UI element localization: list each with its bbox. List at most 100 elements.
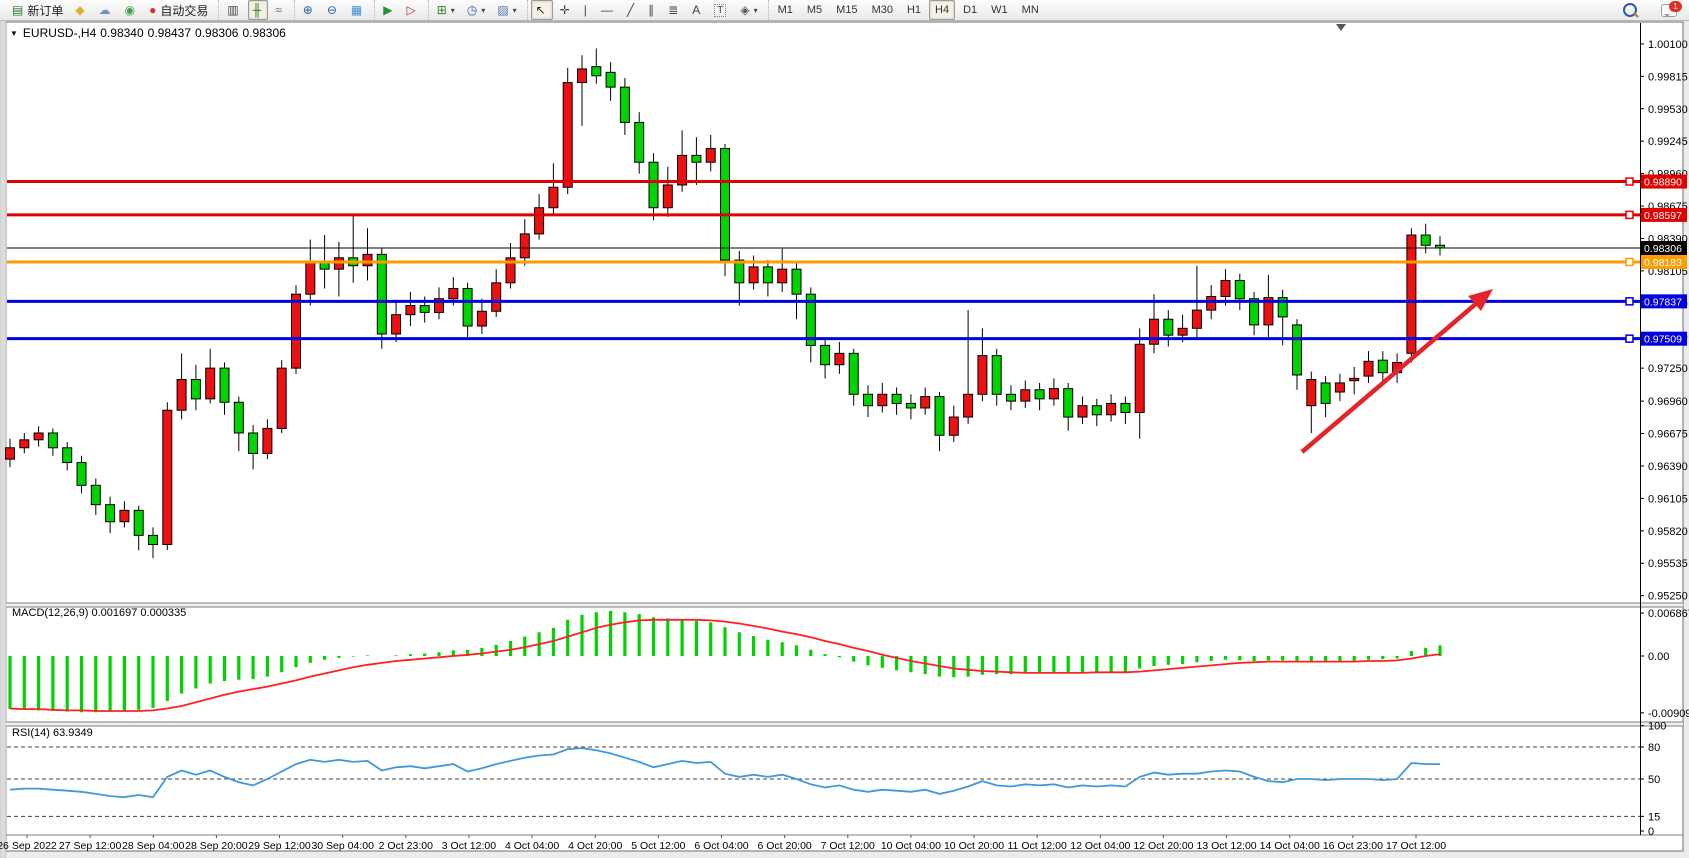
candle [1349, 366, 1360, 395]
tile-windows-button[interactable]: ▦ [346, 0, 369, 20]
candle [820, 337, 831, 379]
candle [1034, 382, 1045, 411]
chart-periods-button[interactable]: ◷ ▾ [462, 0, 491, 20]
line-handle[interactable] [1625, 177, 1634, 186]
horizontal-line-0.98597[interactable]: 0.98597 [7, 207, 1687, 222]
horizontal-line-button[interactable]: — [596, 0, 620, 20]
timeframe-h1-button[interactable]: H1 [906, 4, 922, 16]
svg-text:29 Sep 12:00: 29 Sep 12:00 [248, 840, 311, 852]
timeframe-m30-button[interactable]: M30 [871, 4, 893, 16]
timeframe-m15-button[interactable]: M15 [836, 4, 858, 16]
bar-chart-button[interactable]: ▥ [222, 0, 245, 20]
chevron-down-icon[interactable]: ▼ [10, 28, 18, 38]
timeframe-m1-button[interactable]: M1 [777, 4, 793, 16]
toolbar-right: 1 [1617, 0, 1683, 20]
candle [62, 442, 73, 471]
candle [791, 262, 802, 320]
panel-separator [6, 603, 1683, 607]
text-label-button[interactable]: T [709, 0, 733, 20]
timeframe-m5-button[interactable]: M5 [806, 4, 823, 16]
timeframe-w1-button[interactable]: W1 [991, 4, 1008, 16]
profiles-button[interactable]: ☁ [94, 0, 118, 20]
trendline-button[interactable]: ╱ [622, 0, 641, 20]
timeframe-d1-button[interactable]: D1 [963, 4, 978, 16]
chart-periods-icon: ◷ [466, 3, 478, 17]
candle [405, 291, 416, 327]
line-handle[interactable] [1625, 334, 1634, 343]
notifications-button[interactable]: 1 [1644, 0, 1682, 20]
vertical-line-button[interactable]: | [579, 0, 594, 20]
candle [848, 348, 859, 406]
candle [777, 248, 788, 292]
svg-text:0.00: 0.00 [1648, 651, 1669, 663]
new-chart-button[interactable]: ⊞ ▾ [432, 0, 460, 20]
candle [262, 419, 273, 460]
auto-scroll-icon: ▶ [383, 3, 393, 17]
equidistant-channel-button[interactable]: ∥ [643, 0, 661, 20]
candle [691, 137, 702, 185]
timeframe-mn-button[interactable]: MN [1021, 4, 1039, 16]
horizontal-line-0.97509[interactable]: 0.97509 [7, 331, 1687, 346]
new-order-button[interactable]: ▤ 新订单 [7, 0, 68, 20]
svg-text:0.95250: 0.95250 [1648, 591, 1688, 603]
crosshair-button[interactable]: ✛ [555, 0, 577, 20]
candlestick-chart-button[interactable]: ╫ [247, 0, 269, 20]
chart-periods-caret-icon[interactable]: ▾ [481, 5, 486, 15]
line-handle[interactable] [1625, 257, 1634, 267]
line-price-label: 0.97837 [1644, 296, 1682, 308]
candle [1377, 351, 1388, 381]
text-button[interactable]: A [687, 0, 707, 20]
candle [977, 328, 988, 402]
chart-title[interactable]: ▼ EURUSD-,H4 0.98340 0.98437 0.98306 0.9… [10, 26, 290, 40]
search-button[interactable] [1618, 0, 1642, 20]
new-chart-caret-icon[interactable]: ▾ [450, 5, 455, 15]
auto-scroll-button[interactable]: ▶ [378, 0, 399, 20]
candle [519, 219, 530, 266]
line-handle[interactable] [1625, 210, 1634, 220]
market-signals-icon: ◉ [124, 3, 136, 17]
chart-templates-button[interactable]: ▨ ▾ [492, 0, 521, 20]
chart-shift-marker-icon[interactable] [1336, 24, 1346, 31]
svg-text:13 Oct 12:00: 13 Oct 12:00 [1197, 840, 1257, 852]
timeframe-h4-button[interactable]: H4 [929, 0, 956, 20]
candle [119, 501, 130, 528]
svg-text:12 Oct 20:00: 12 Oct 20:00 [1133, 840, 1193, 852]
arrows-button[interactable]: ◈ ▾ [735, 0, 762, 20]
zoom-in-button[interactable]: ⊕ [298, 0, 320, 20]
line-handle[interactable] [1625, 297, 1634, 306]
candle [1020, 380, 1031, 408]
tile-windows-icon: ▦ [350, 3, 363, 17]
candle [1277, 289, 1288, 346]
candle [1120, 396, 1131, 424]
text-label-icon: T [714, 3, 727, 17]
svg-text:27 Sep 12:00: 27 Sep 12:00 [59, 840, 122, 852]
current-price-line: 0.98306 [7, 241, 1687, 255]
horizontal-line-0.97837[interactable]: 0.97837 [7, 294, 1687, 309]
candle [47, 428, 58, 456]
cursor-button[interactable]: ↖ [530, 0, 553, 20]
profiles-icon: ☁ [98, 3, 111, 17]
arrows-caret-icon[interactable]: ▾ [753, 5, 758, 15]
candle [1292, 319, 1302, 390]
candle [76, 455, 87, 494]
chart-shift-button[interactable]: ▷ [402, 0, 423, 20]
zoom-out-button[interactable]: ⊖ [322, 0, 344, 20]
horizontal-line-0.98183[interactable]: 0.98183 [7, 254, 1687, 269]
indicators-button[interactable]: ◆ [70, 0, 91, 20]
svg-text:0.99245: 0.99245 [1648, 136, 1688, 148]
auto-trading-button[interactable]: ● 自动交易 [144, 0, 213, 20]
line-price-label: 0.97509 [1644, 334, 1682, 346]
trend-arrow-annotation[interactable] [1300, 289, 1493, 454]
timeframe-group: M1 M5 M15 M30 H1 H4 D1 W1 MN [767, 0, 1048, 20]
fibonacci-button[interactable]: ≣ [663, 0, 685, 20]
candle [391, 299, 402, 342]
line-chart-icon: ≈ [275, 3, 282, 17]
svg-text:1.00100: 1.00100 [1648, 39, 1688, 51]
line-chart-button[interactable]: ≈ [270, 0, 289, 20]
horizontal-line-0.98890[interactable]: 0.98890 [7, 174, 1687, 189]
chart-templates-caret-icon[interactable]: ▾ [512, 5, 517, 15]
market-signals-button[interactable]: ◉ [120, 0, 142, 20]
svg-text:0.95820: 0.95820 [1648, 526, 1688, 538]
vertical-line-icon: | [583, 3, 587, 17]
